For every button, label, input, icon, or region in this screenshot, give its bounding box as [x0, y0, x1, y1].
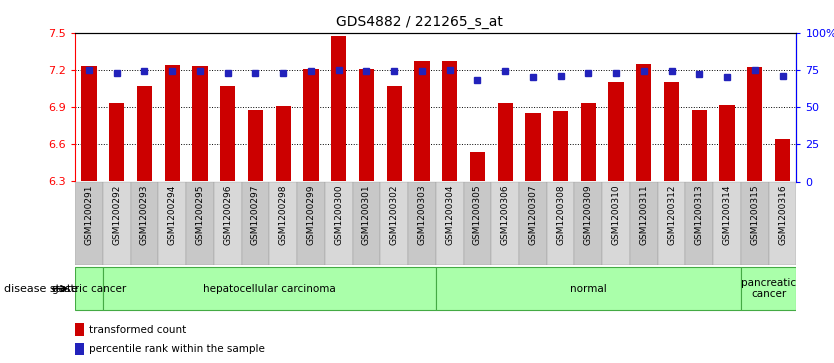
Text: GSM1200300: GSM1200300 — [334, 185, 343, 245]
Bar — [137, 86, 152, 182]
Text: GSM1200304: GSM1200304 — [445, 185, 455, 245]
Bar — [741, 182, 769, 265]
Text: pancreatic
cancer: pancreatic cancer — [741, 278, 796, 299]
Bar — [713, 182, 741, 265]
Text: gastric cancer: gastric cancer — [52, 284, 126, 294]
Bar — [75, 343, 84, 355]
Bar — [686, 182, 713, 265]
Text: GSM1200299: GSM1200299 — [306, 185, 315, 245]
Bar — [720, 105, 735, 182]
Bar — [630, 182, 658, 265]
Text: GSM1200309: GSM1200309 — [584, 185, 593, 245]
Bar — [220, 86, 235, 182]
Bar — [75, 323, 84, 336]
Bar — [609, 82, 624, 182]
Text: disease state: disease state — [4, 284, 78, 294]
Bar — [498, 103, 513, 182]
Bar — [75, 182, 103, 265]
Bar — [442, 61, 457, 182]
Bar — [464, 182, 491, 265]
Bar — [408, 182, 435, 265]
FancyBboxPatch shape — [103, 267, 435, 310]
Bar — [602, 182, 630, 265]
FancyBboxPatch shape — [741, 267, 796, 310]
Bar — [353, 182, 380, 265]
FancyBboxPatch shape — [435, 267, 741, 310]
Text: GSM1200298: GSM1200298 — [279, 185, 288, 245]
Text: GSM1200311: GSM1200311 — [640, 185, 648, 245]
Bar — [214, 182, 242, 265]
Bar — [491, 182, 519, 265]
Bar — [636, 64, 651, 182]
Text: GSM1200314: GSM1200314 — [722, 185, 731, 245]
Bar — [470, 152, 485, 182]
Bar — [269, 182, 297, 265]
Bar — [158, 182, 186, 265]
Bar — [658, 182, 686, 265]
Text: GSM1200315: GSM1200315 — [751, 185, 759, 245]
Text: GSM1200293: GSM1200293 — [140, 185, 149, 245]
Text: hepatocellular carcinoma: hepatocellular carcinoma — [203, 284, 335, 294]
Bar — [769, 182, 796, 265]
Text: GSM1200305: GSM1200305 — [473, 185, 482, 245]
Text: GSM1200297: GSM1200297 — [251, 185, 260, 245]
Bar — [193, 66, 208, 182]
Bar — [131, 182, 158, 265]
Text: GSM1200310: GSM1200310 — [611, 185, 620, 245]
Bar — [242, 182, 269, 265]
Text: GSM1200306: GSM1200306 — [500, 185, 510, 245]
Bar — [525, 113, 540, 182]
Bar — [186, 182, 214, 265]
Text: GSM1200313: GSM1200313 — [695, 185, 704, 245]
Text: GSM1200302: GSM1200302 — [389, 185, 399, 245]
Bar — [103, 182, 131, 265]
Bar — [547, 182, 575, 265]
Text: GSM1200291: GSM1200291 — [84, 185, 93, 245]
Text: GSM1200301: GSM1200301 — [362, 185, 371, 245]
Text: GSM1200295: GSM1200295 — [195, 185, 204, 245]
Text: GSM1200296: GSM1200296 — [224, 185, 232, 245]
Text: normal: normal — [570, 284, 607, 294]
Text: GSM1200312: GSM1200312 — [667, 185, 676, 245]
Text: transformed count: transformed count — [89, 325, 187, 335]
Bar — [359, 69, 374, 182]
Bar — [775, 139, 791, 182]
Text: GDS4882 / 221265_s_at: GDS4882 / 221265_s_at — [335, 15, 503, 29]
Text: GSM1200308: GSM1200308 — [556, 185, 565, 245]
Bar — [747, 68, 762, 182]
FancyBboxPatch shape — [75, 267, 103, 310]
Text: GSM1200292: GSM1200292 — [113, 185, 121, 245]
Bar — [81, 66, 97, 182]
Bar — [109, 103, 124, 182]
Bar — [575, 182, 602, 265]
Text: GSM1200307: GSM1200307 — [529, 185, 537, 245]
Bar — [297, 182, 324, 265]
Bar — [248, 110, 263, 182]
Bar — [380, 182, 408, 265]
Bar — [553, 111, 568, 182]
Bar — [519, 182, 547, 265]
Bar — [691, 110, 707, 182]
Bar — [435, 182, 464, 265]
Text: GSM1200294: GSM1200294 — [168, 185, 177, 245]
Bar — [664, 82, 679, 182]
Bar — [324, 182, 353, 265]
Bar — [331, 36, 346, 182]
Text: GSM1200303: GSM1200303 — [417, 185, 426, 245]
Bar — [275, 106, 291, 182]
Text: percentile rank within the sample: percentile rank within the sample — [89, 344, 265, 354]
Bar — [414, 61, 430, 182]
Bar — [164, 65, 180, 182]
Bar — [386, 86, 402, 182]
Bar — [304, 69, 319, 182]
Bar — [580, 103, 596, 182]
Text: GSM1200316: GSM1200316 — [778, 185, 787, 245]
